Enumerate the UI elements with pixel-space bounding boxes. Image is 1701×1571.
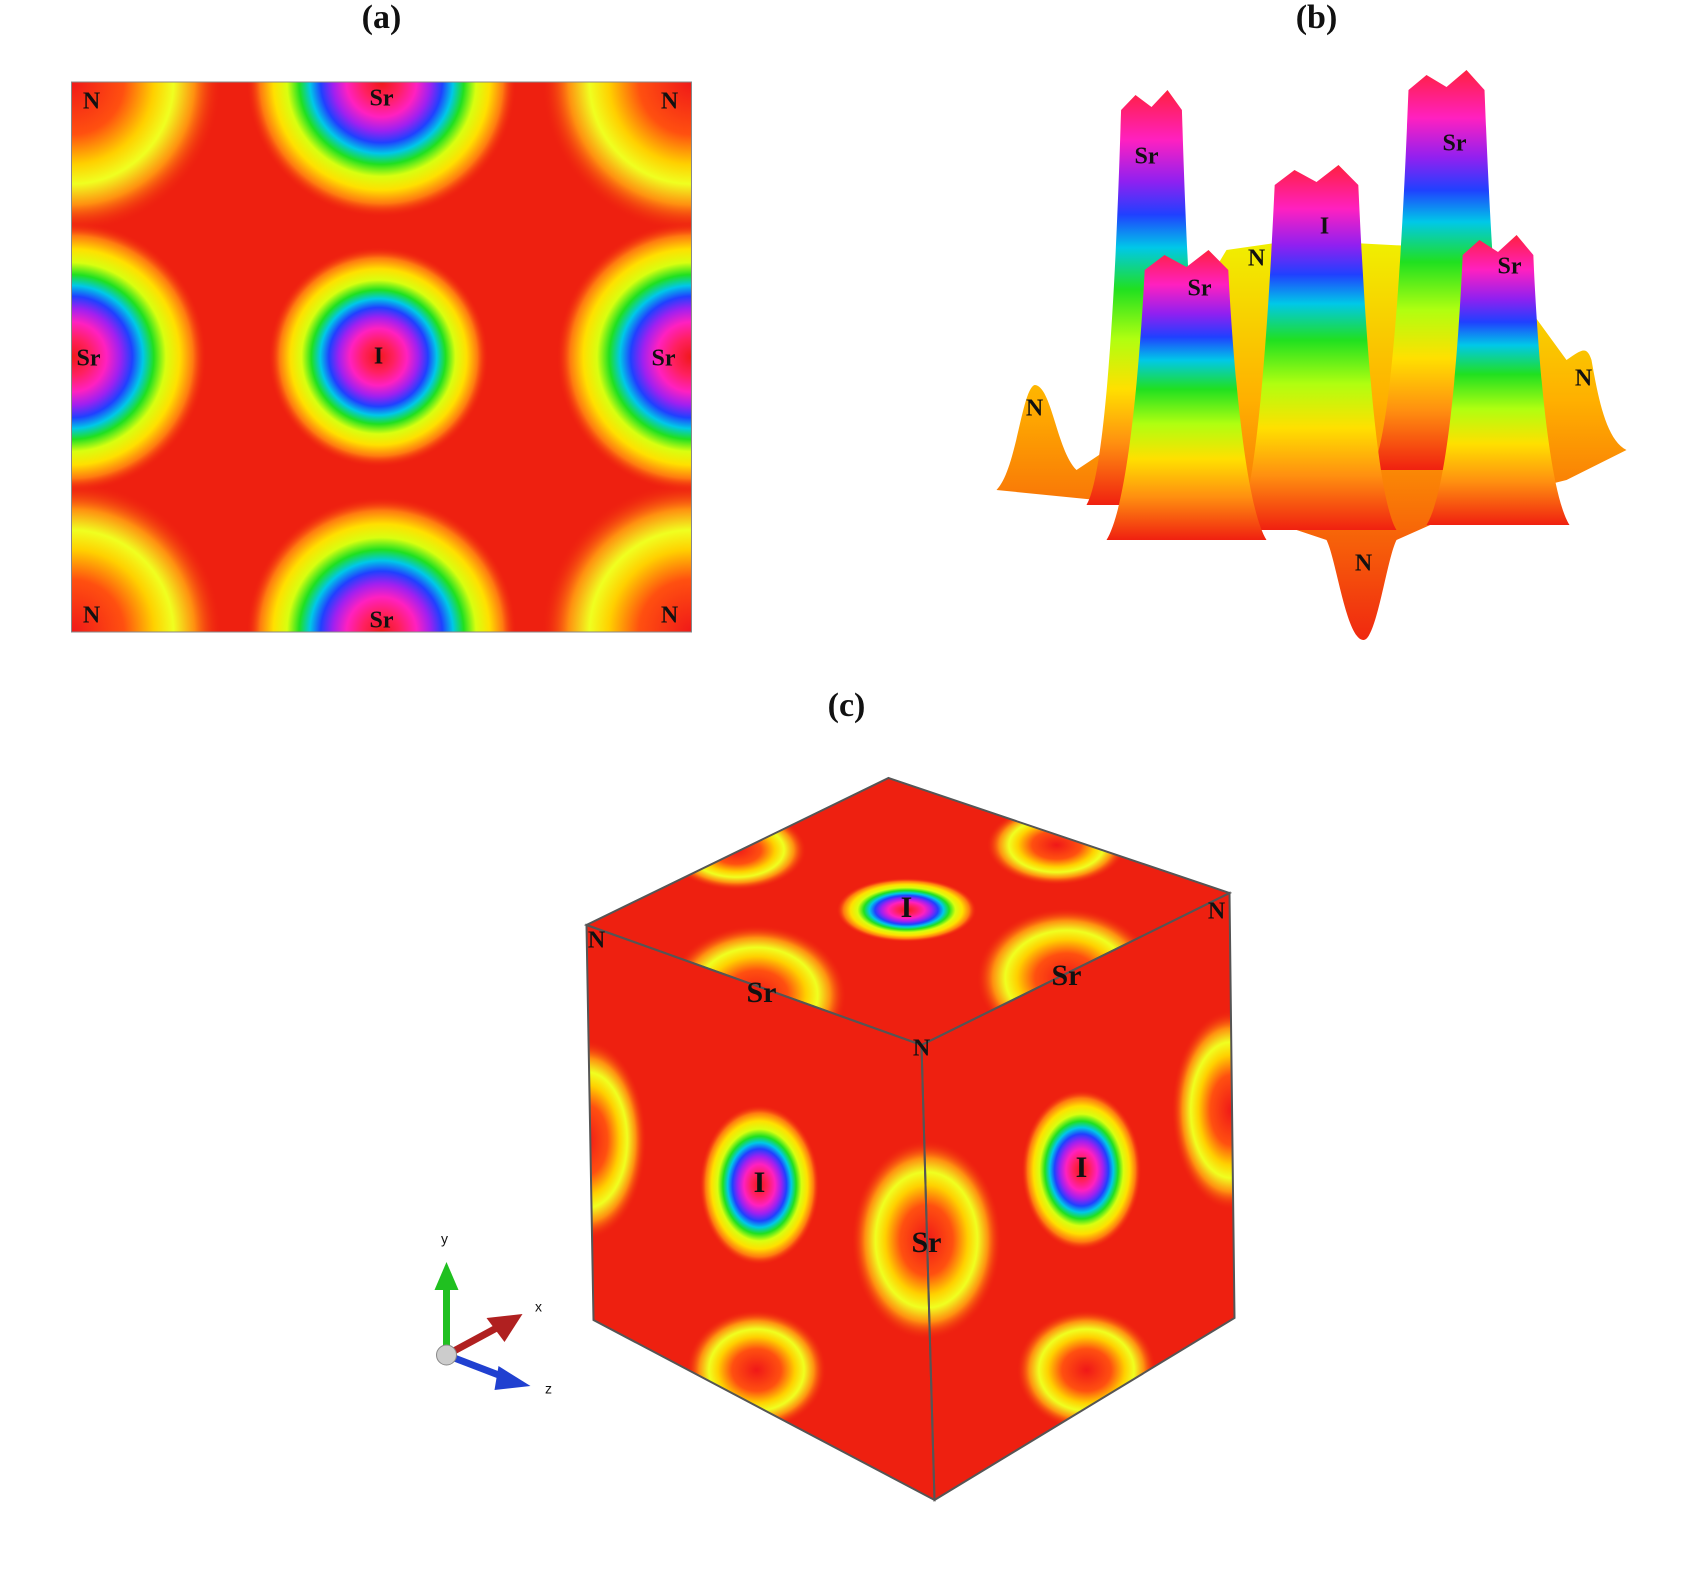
atom-label: N [913, 1036, 931, 1062]
atom-label: I [1320, 214, 1329, 240]
density-rings [71, 222, 207, 492]
panel-b-surface [996, 70, 1627, 640]
atom-label: N [1208, 899, 1226, 925]
atom-label: Sr [1188, 276, 1212, 302]
panel-a-map [71, 82, 692, 632]
n-halo [71, 82, 222, 232]
atom-label: N [1355, 551, 1373, 577]
n-halo [541, 82, 692, 232]
panel-c-cube [434, 776, 1236, 1502]
atom-label: N [661, 603, 679, 629]
atom-label: N [1575, 366, 1593, 392]
atom-label: N [661, 89, 679, 115]
atom-label: N [588, 928, 606, 954]
atom-label: Sr [1052, 959, 1082, 992]
axis-label: z [545, 1381, 552, 1397]
density-spot [1016, 1310, 1157, 1430]
atom-label: Sr [370, 608, 394, 634]
atom-label: Sr [370, 86, 394, 112]
density-spot [1021, 1090, 1142, 1250]
density-spot [986, 805, 1127, 885]
n-halo [541, 482, 692, 632]
n-halo [71, 482, 222, 632]
atom-label: I [901, 891, 913, 924]
density-peak [1106, 250, 1267, 540]
density-peak [1236, 165, 1397, 530]
density-spot [699, 1105, 820, 1265]
atom-label: Sr [747, 976, 777, 1009]
atom-label: I [754, 1166, 766, 1199]
atom-label: N [83, 89, 101, 115]
cube-edge [920, 891, 1236, 1502]
panel-title: (c) [828, 687, 866, 724]
axis-label: y [441, 1231, 448, 1247]
axis-label: x [535, 1299, 542, 1315]
atom-label: Sr [912, 1226, 942, 1259]
z-axis-head [494, 1366, 531, 1390]
atom-label: Sr [1498, 254, 1522, 280]
panel-title: (b) [1296, 0, 1338, 36]
labels: (a) (b) (c) N Sr N Sr I Sr N Sr N Sr Sr I N Sr Sr N N N I N N Sr… [77, 0, 1593, 1397]
density-rings [268, 247, 489, 467]
axis-origin [436, 1344, 457, 1366]
density-rings [246, 82, 517, 217]
y-axis-head [434, 1262, 459, 1290]
atom-label: Sr [77, 346, 101, 372]
panel-a-frame [71, 81, 692, 633]
atom-label: I [1076, 1151, 1088, 1184]
density-rings [556, 222, 692, 492]
atom-label: I [374, 344, 383, 370]
x-axis-head [486, 1314, 523, 1342]
density-spot [686, 1310, 827, 1430]
atom-label: N [83, 603, 101, 629]
panel-title: (a) [362, 0, 402, 36]
atom-label: Sr [1443, 131, 1467, 157]
density-rings [246, 497, 517, 632]
atom-label: Sr [1135, 144, 1159, 170]
density-spot [586, 1040, 647, 1240]
density-spot [836, 878, 977, 942]
atom-label: N [1248, 246, 1266, 272]
atom-label: N [1026, 396, 1044, 422]
density-peak [1426, 235, 1570, 525]
density-spot [666, 810, 807, 890]
atom-label: Sr [652, 346, 676, 372]
z-axis-arrow [445, 1351, 508, 1382]
